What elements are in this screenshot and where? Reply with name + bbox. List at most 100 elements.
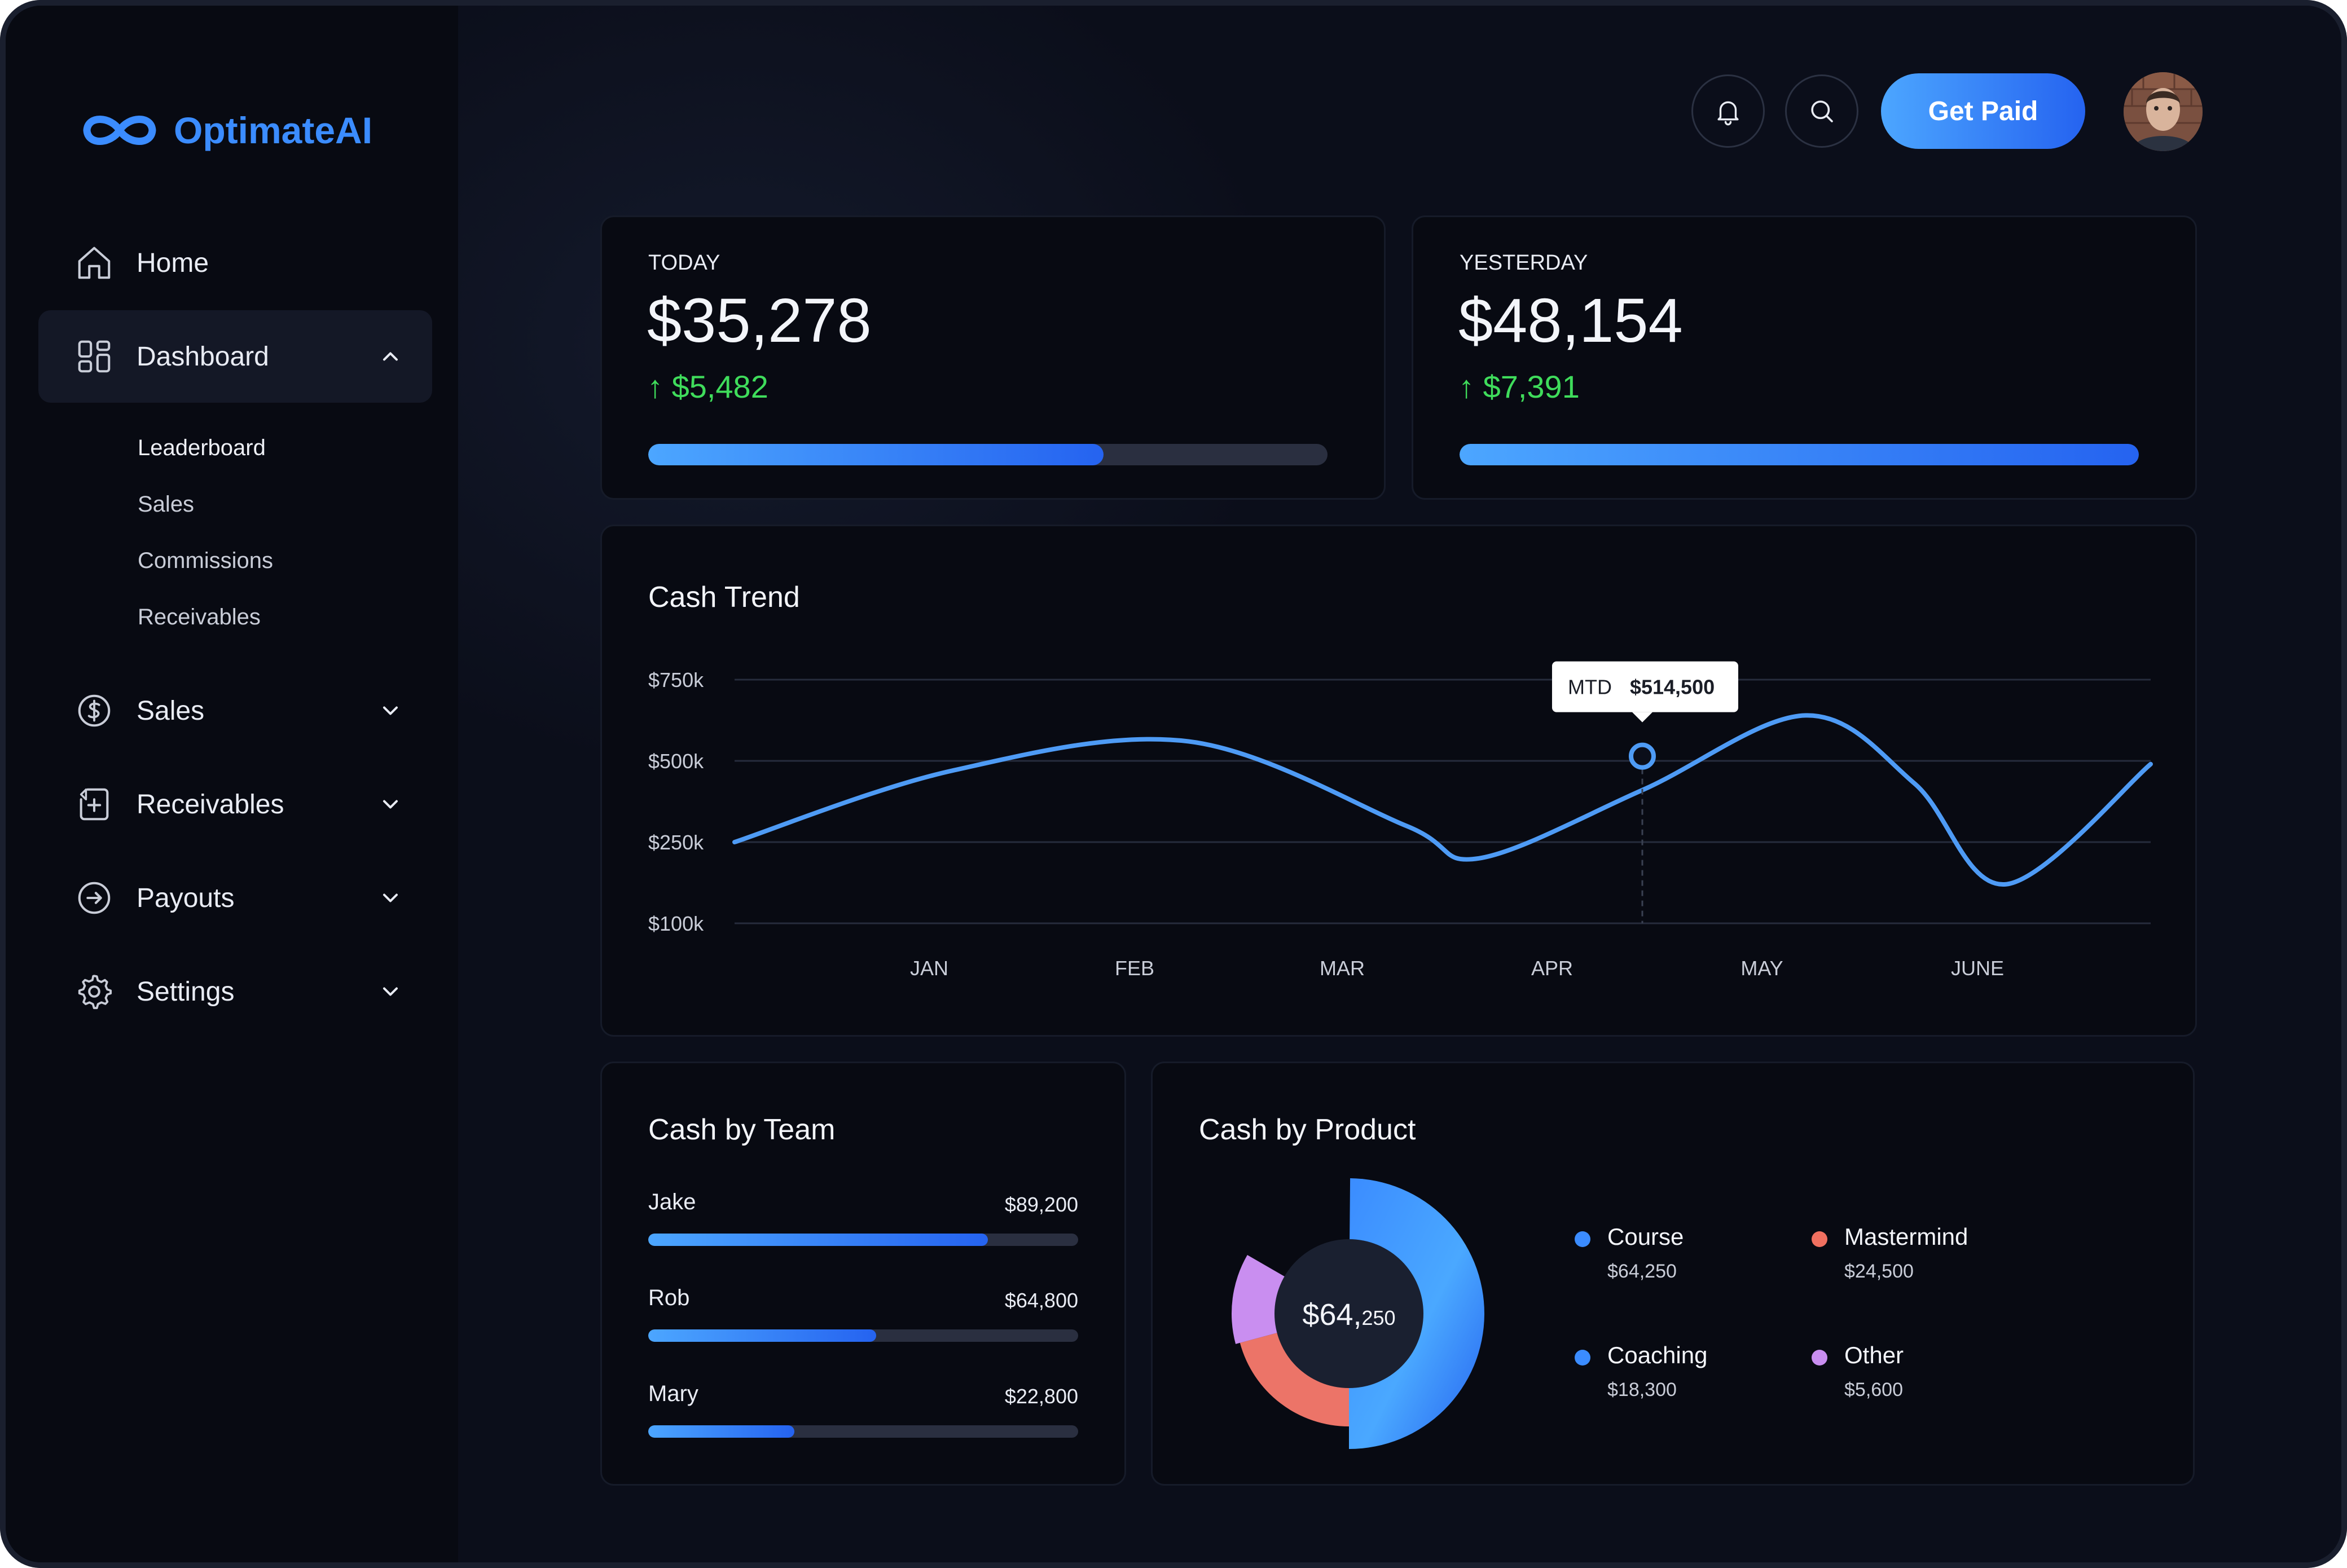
- x-tick-label: MAY: [1741, 957, 1783, 980]
- sidebar-subitem-sales[interactable]: Sales: [138, 492, 195, 517]
- chevron-down-icon[interactable]: [378, 792, 403, 817]
- team-member-name: Jake: [648, 1190, 696, 1214]
- chevron-down-icon[interactable]: [378, 698, 403, 723]
- cash-trend-chart[interactable]: $750k $500k $250k $100k JAN FEB MAR APR MAY JUNE M…: [602, 526, 2195, 1035]
- arrow-up-icon: ↑: [647, 369, 672, 404]
- team-progress-fill: [648, 1425, 795, 1438]
- tooltip-value: $514,500: [1630, 676, 1715, 699]
- home-icon: [78, 246, 111, 279]
- sidebar-item-receivables[interactable]: Receivables: [38, 758, 432, 851]
- payout-arrow-icon: [78, 882, 111, 914]
- chevron-down-icon[interactable]: [378, 979, 403, 1004]
- progress-track: [648, 444, 1328, 465]
- series-line: [732, 713, 2153, 887]
- search-button[interactable]: [1785, 74, 1858, 148]
- stat-label: YESTERDAY: [1460, 251, 1588, 275]
- avatar[interactable]: [2124, 72, 2203, 151]
- team-progress-fill: [648, 1329, 876, 1342]
- stat-label: TODAY: [648, 251, 720, 275]
- sidebar-item-label: Home: [137, 248, 209, 278]
- highlight-point[interactable]: [1628, 742, 1656, 770]
- product-donut-chart[interactable]: $64,250: [1202, 1168, 1496, 1461]
- delta-value: $5,482: [671, 369, 768, 404]
- arrow-up-icon: ↑: [1458, 369, 1483, 404]
- x-tick-label: JUNE: [1951, 957, 2004, 980]
- legend-value: $18,300: [1607, 1379, 1677, 1400]
- y-tick-label: $750k: [648, 668, 704, 691]
- dollar-icon: [78, 694, 111, 727]
- chevron-up-icon[interactable]: [378, 344, 403, 369]
- dashboard-grid-icon: [78, 340, 111, 373]
- legend-name: Mastermind: [1844, 1223, 1968, 1250]
- infinity-logo-icon: [83, 116, 156, 145]
- progress-fill: [1460, 444, 2139, 465]
- bell-icon: [1717, 101, 1739, 126]
- y-tick-label: $100k: [648, 912, 704, 935]
- x-tick-label: MAR: [1320, 957, 1365, 980]
- card-title: Cash Trend: [648, 581, 800, 614]
- tooltip-box: [1552, 661, 1738, 712]
- x-tick-label: FEB: [1115, 957, 1154, 980]
- receivables-icon: [80, 788, 109, 821]
- sidebar-item-payouts[interactable]: Payouts: [38, 852, 432, 944]
- sidebar-item-home[interactable]: Home: [38, 217, 432, 309]
- sidebar-item-label: Settings: [137, 976, 235, 1007]
- card-title: Cash by Product: [1199, 1113, 1416, 1146]
- main-content: Get Paid TODAY $35,278 ↑ $5,482 YESTERDA…: [458, 6, 2341, 1562]
- sidebar-item-label: Dashboard: [137, 341, 269, 372]
- legend-value: $5,600: [1844, 1379, 1903, 1400]
- stat-delta: ↑ $5,482: [647, 368, 768, 405]
- search-icon: [1811, 100, 1833, 122]
- donut-slice-mastermind[interactable]: [1240, 1331, 1349, 1426]
- stat-value: $48,154: [1458, 286, 1683, 355]
- tooltip-label: MTD: [1568, 676, 1612, 699]
- sidebar-subitem-leaderboard[interactable]: Leaderboard: [138, 435, 266, 460]
- user-avatar-image: [2124, 72, 2203, 151]
- delta-value: $7,391: [1483, 369, 1580, 404]
- cash-trend-card: Cash Trend $750k $500k $250k $100k JAN FEB MAR…: [600, 525, 2197, 1037]
- progress-track: [1460, 444, 2139, 465]
- today-stat-card: TODAY $35,278 ↑ $5,482: [600, 215, 1386, 500]
- legend-name: Other: [1844, 1342, 1904, 1368]
- legend-value: $24,500: [1844, 1261, 1914, 1282]
- legend-dot: [1575, 1231, 1590, 1247]
- card-title: Cash by Team: [648, 1113, 836, 1146]
- sidebar-subitem-receivables[interactable]: Receivables: [138, 605, 261, 629]
- team-progress-fill: [648, 1234, 988, 1246]
- app-name: OptimateAI: [174, 109, 373, 151]
- legend-dot: [1812, 1350, 1827, 1366]
- legend-dot: [1812, 1231, 1827, 1247]
- team-progress-track: [648, 1234, 1078, 1246]
- tooltip-pointer: [1632, 712, 1652, 723]
- donut-center-value: $64,250: [1302, 1298, 1395, 1332]
- chevron-down-icon[interactable]: [378, 886, 403, 910]
- team-member-name: Mary: [648, 1381, 698, 1406]
- sidebar-item-label: Receivables: [137, 789, 284, 820]
- legend-name: Coaching: [1607, 1342, 1708, 1368]
- team-member-name: Rob: [648, 1285, 690, 1310]
- legend-name: Course: [1607, 1223, 1684, 1250]
- x-tick-label: APR: [1531, 957, 1573, 980]
- legend-dot: [1575, 1350, 1590, 1366]
- x-tick-label: JAN: [910, 957, 948, 980]
- stat-delta: ↑ $7,391: [1458, 368, 1580, 405]
- notifications-button[interactable]: [1691, 74, 1765, 148]
- team-member-value: $89,200: [1004, 1193, 1078, 1216]
- get-paid-button[interactable]: Get Paid: [1881, 73, 2085, 149]
- donut-center: [1274, 1239, 1423, 1388]
- sidebar-item-dashboard[interactable]: Dashboard: [38, 310, 432, 403]
- sidebar-item-label: Payouts: [137, 883, 235, 913]
- sidebar-item-sales[interactable]: Sales: [38, 664, 432, 757]
- logo[interactable]: OptimateAI: [78, 107, 372, 153]
- sidebar-subitem-commissions[interactable]: Commissions: [138, 548, 274, 573]
- sidebar-item-label: Sales: [137, 695, 205, 726]
- gear-icon: [78, 975, 112, 1010]
- y-tick-label: $500k: [648, 750, 704, 773]
- sidebar-item-settings[interactable]: Settings: [38, 945, 432, 1038]
- stat-value: $35,278: [647, 286, 872, 355]
- progress-fill: [648, 444, 1104, 465]
- team-progress-track: [648, 1329, 1078, 1342]
- yesterday-stat-card: YESTERDAY $48,154 ↑ $7,391: [1412, 215, 2197, 500]
- team-progress-track: [648, 1425, 1078, 1438]
